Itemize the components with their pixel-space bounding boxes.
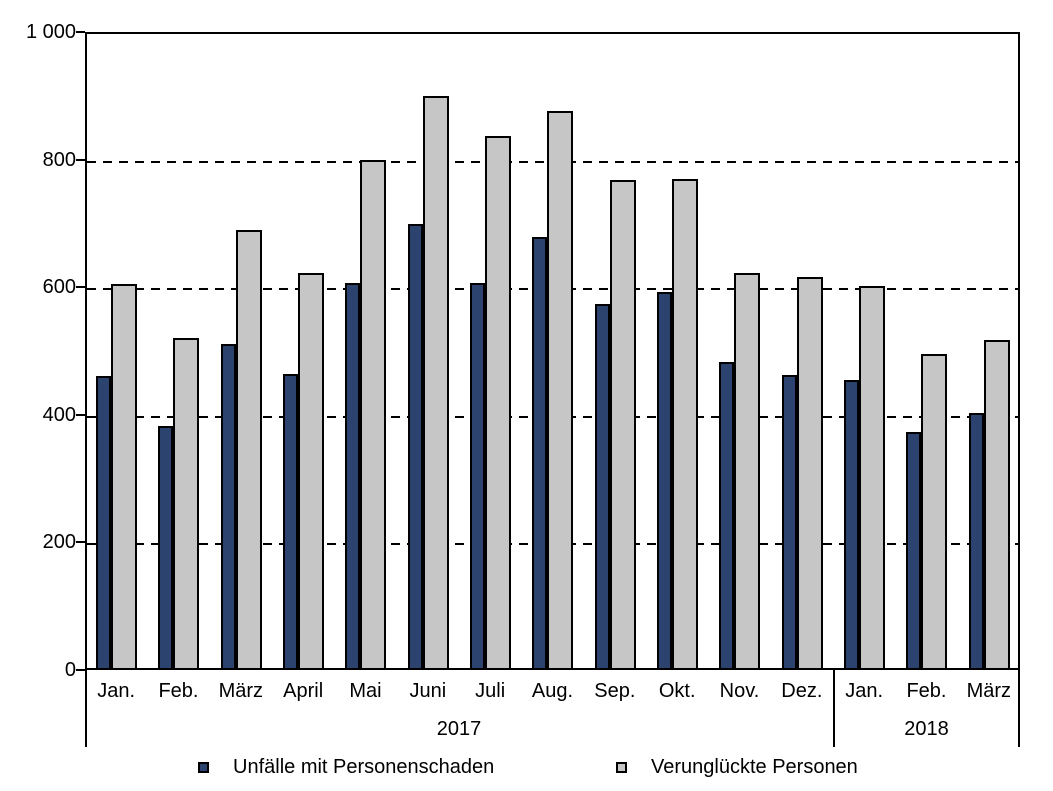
- bar-group-10: [648, 34, 710, 668]
- x-axis-label-7: Juli: [475, 680, 506, 702]
- bar-verunglueckte-10: [672, 178, 698, 668]
- y-axis-label-400: 400: [42, 403, 76, 426]
- bar-unfaelle-14: [906, 432, 922, 668]
- bar-group-2: [149, 34, 211, 668]
- legend-label-verunglueckte: Verunglückte Personen: [651, 755, 858, 778]
- verunglueckte-series-marker-icon: [616, 761, 627, 773]
- year-divider-line: [833, 670, 835, 747]
- bar-unfaelle-8: [532, 236, 548, 668]
- bar-group-11: [710, 34, 772, 668]
- bar-group-15: [960, 34, 1022, 668]
- legend-label-unfaelle: Unfälle mit Personenschaden: [233, 755, 495, 778]
- y-axis-label-0: 0: [64, 659, 76, 681]
- bar-verunglueckte-1: [111, 284, 137, 668]
- bar-verunglueckte-9: [609, 179, 636, 668]
- legend-item-verunglueckte: Verunglückte Personen: [616, 754, 858, 780]
- x-axis-label-15: März: [966, 680, 1012, 702]
- legend-item-unfaelle: Unfälle mit Personenschaden: [198, 754, 494, 780]
- y-tick-mark: [76, 31, 85, 33]
- bar-group-5: [336, 34, 398, 668]
- bar-group-9: [586, 34, 648, 668]
- bar-verunglueckte-14: [921, 354, 948, 668]
- bar-verunglueckte-11: [734, 273, 761, 668]
- x-axis-label-11: Nov.: [719, 680, 760, 702]
- bar-group-4: [274, 34, 336, 668]
- bar-unfaelle-5: [345, 282, 361, 668]
- bar-unfaelle-3: [220, 344, 236, 668]
- bar-verunglueckte-7: [485, 136, 511, 668]
- x-axis-label-9: Sep.: [594, 680, 636, 702]
- bar-verunglueckte-5: [360, 159, 387, 668]
- x-axis-label-5: Mai: [349, 680, 382, 702]
- bar-unfaelle-12: [781, 375, 797, 668]
- y-axis-label-1000: 1 000: [25, 21, 76, 43]
- bar-verunglueckte-8: [547, 111, 574, 668]
- bar-verunglueckte-13: [859, 286, 885, 668]
- bar-unfaelle-9: [594, 304, 610, 668]
- y-tick-mark: [76, 413, 85, 416]
- bar-verunglueckte-12: [796, 276, 823, 668]
- bar-group-14: [897, 34, 959, 668]
- y-axis-label-800: 800: [42, 148, 76, 171]
- plot-area: [85, 32, 1020, 670]
- bar-verunglueckte-2: [173, 338, 200, 668]
- x-axis-label-14: Feb.: [906, 680, 947, 702]
- bar-verunglueckte-3: [235, 229, 262, 668]
- unfaelle-series-marker-icon: [198, 761, 209, 773]
- x-axis-label-12: Dez.: [781, 680, 823, 702]
- x-axis-label-13: Jan.: [845, 680, 884, 702]
- x-axis-label-3: März: [218, 680, 264, 702]
- year-label-2017: 2017: [436, 718, 482, 740]
- bar-group-13: [835, 34, 897, 668]
- x-axis-label-10: Okt.: [658, 680, 696, 702]
- bar-group-6: [399, 34, 461, 668]
- year-divider-line: [1018, 670, 1020, 747]
- bar-unfaelle-4: [283, 374, 298, 668]
- bar-unfaelle-10: [657, 292, 672, 668]
- bar-group-7: [461, 34, 523, 668]
- y-axis-label-200: 200: [42, 531, 76, 554]
- bar-unfaelle-7: [470, 283, 485, 668]
- bar-group-8: [523, 34, 585, 668]
- y-tick-mark: [76, 158, 85, 161]
- y-tick-mark: [76, 286, 85, 289]
- bar-group-1: [87, 34, 149, 668]
- bar-unfaelle-6: [407, 224, 423, 668]
- bar-verunglueckte-6: [422, 95, 449, 668]
- bar-unfaelle-1: [96, 376, 111, 668]
- y-tick-mark: [76, 541, 85, 544]
- bar-unfaelle-2: [158, 425, 174, 668]
- x-axis-label-1: Jan.: [97, 680, 136, 702]
- x-axis-label-6: Juni: [409, 680, 447, 702]
- year-label-2018: 2018: [904, 718, 949, 740]
- x-axis-label-8: Aug.: [531, 680, 574, 702]
- year-divider-line: [85, 670, 87, 747]
- bar-group-3: [212, 34, 274, 668]
- x-axis-label-2: Feb.: [158, 680, 199, 702]
- bar-unfaelle-11: [719, 361, 735, 668]
- bar-group-12: [773, 34, 835, 668]
- x-axis-label-4: April: [283, 680, 324, 702]
- bar-unfaelle-15: [968, 412, 984, 668]
- bar-verunglueckte-4: [298, 273, 324, 668]
- bar-unfaelle-13: [844, 380, 859, 668]
- y-tick-mark: [76, 669, 85, 671]
- y-axis-label-600: 600: [42, 276, 76, 299]
- bar-verunglueckte-15: [983, 339, 1010, 668]
